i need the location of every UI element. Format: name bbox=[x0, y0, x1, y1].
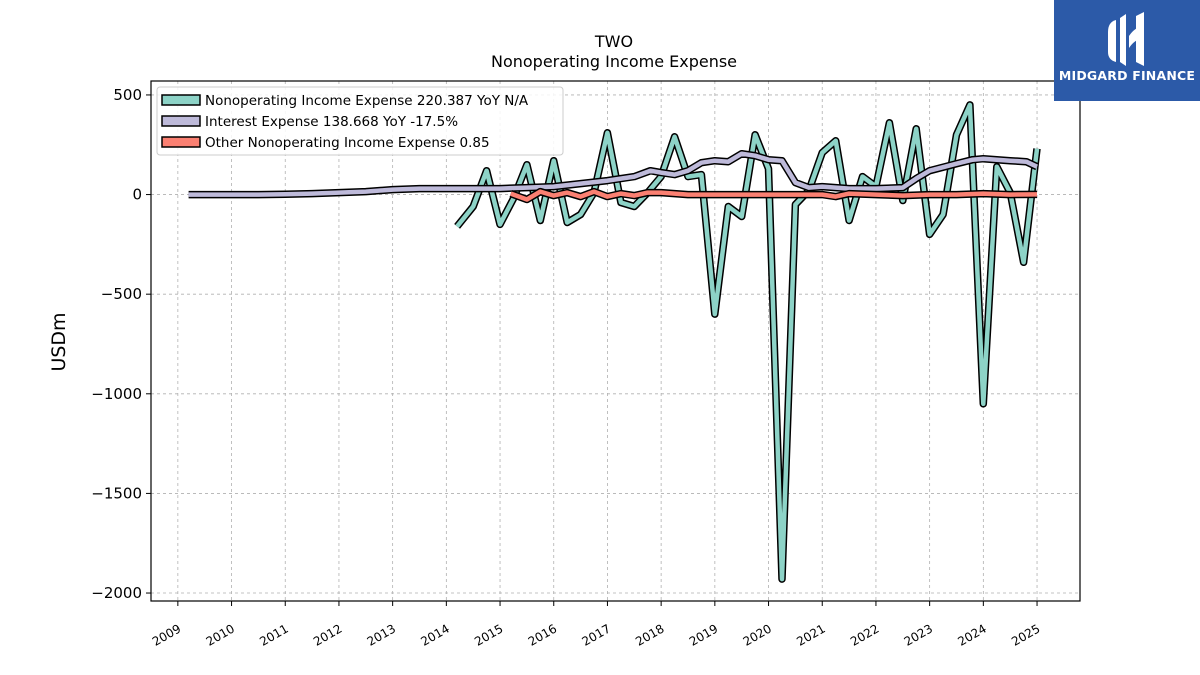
legend-entry: Other Nonoperating Income Expense 0.85 bbox=[205, 135, 490, 151]
series-line-1 bbox=[188, 151, 1038, 197]
legend-box bbox=[156, 86, 564, 156]
legend-entry: Interest Expense 138.668 YoY -17.5% bbox=[205, 114, 458, 130]
y-tick-label: 0 bbox=[132, 186, 142, 204]
legend-entry: Nonoperating Income Expense 220.387 YoY … bbox=[205, 93, 529, 109]
chart-subtitle: Nonoperating Income Expense bbox=[491, 52, 737, 71]
y-tick-label: 500 bbox=[113, 86, 142, 104]
y-tick-label: −2000 bbox=[91, 584, 142, 602]
plot-frame bbox=[150, 80, 1081, 602]
series-line-2 bbox=[510, 189, 1038, 202]
y-tick-label: −500 bbox=[101, 285, 142, 303]
series-line-0 bbox=[455, 102, 1040, 582]
brand-logo: MIDGARD FINANCE bbox=[1054, 0, 1200, 101]
y-tick-label: −1500 bbox=[91, 484, 142, 502]
legend-swatch bbox=[161, 94, 201, 106]
legend-swatch bbox=[161, 115, 201, 127]
midgard-logo-icon bbox=[1108, 12, 1144, 66]
grid-lines bbox=[151, 81, 1080, 601]
brand-name: MIDGARD FINANCE bbox=[1058, 68, 1196, 83]
y-axis-label: USDm bbox=[48, 312, 70, 371]
series-lines bbox=[188, 101, 1041, 583]
chart-title: TWO bbox=[594, 32, 633, 51]
y-tick-label: −1000 bbox=[91, 385, 142, 403]
legend: Nonoperating Income Expense 220.387 YoY … bbox=[156, 86, 564, 156]
legend-swatch bbox=[161, 136, 201, 148]
